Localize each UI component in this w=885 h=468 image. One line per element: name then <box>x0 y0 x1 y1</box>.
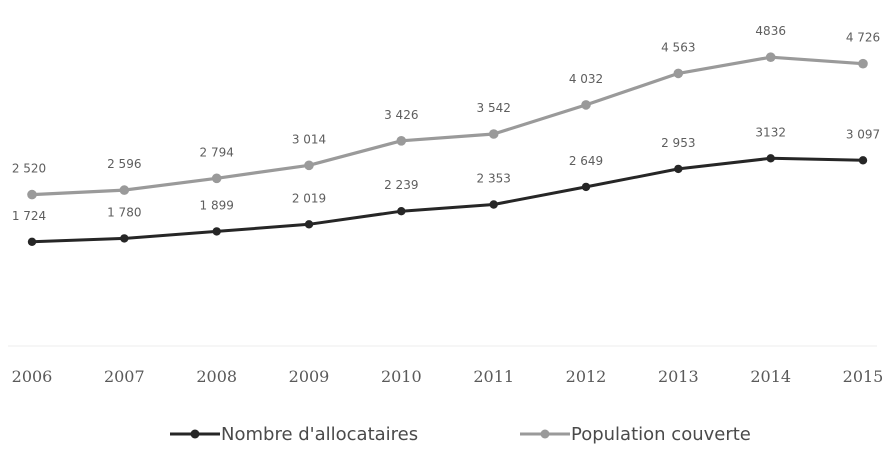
x-tick-label-2013: 2013 <box>658 367 699 386</box>
data-label-nombre-d-allocataires-2012: 2 649 <box>569 154 603 168</box>
data-label-population-couverte-2006: 2 520 <box>12 162 46 176</box>
data-point-population-couverte-2008 <box>211 173 222 184</box>
data-label-population-couverte-2010: 3 426 <box>384 108 418 122</box>
data-label-nombre-d-allocataires-2014: 3132 <box>755 125 786 139</box>
x-tick-labels: 2006 2007 2008 2009 2010 2011 2012 2013 2014 2015 <box>12 367 884 386</box>
data-point-population-couverte-2011 <box>488 129 499 139</box>
x-tick-label-2010: 2010 <box>381 367 422 386</box>
data-label-population-couverte-2007: 2 596 <box>107 157 141 171</box>
data-label-nombre-d-allocataires-2010: 2 239 <box>384 178 418 192</box>
data-point-nombre-d-allocataires-2015 <box>858 156 868 165</box>
x-tick-label-2011: 2011 <box>473 367 514 386</box>
data-point-nombre-d-allocataires-2007 <box>120 234 129 243</box>
legend: Nombre d'allocataires Population couverte <box>170 424 751 445</box>
data-point-population-couverte-2007 <box>119 185 130 195</box>
data-point-population-couverte-2015 <box>858 58 868 69</box>
x-tick-label-2012: 2012 <box>566 367 607 386</box>
series-line-population-couverte <box>30 55 865 197</box>
data-point-nombre-d-allocataires-2014 <box>766 154 775 163</box>
x-tick-label-2009: 2009 <box>289 367 330 386</box>
data-label-population-couverte-2014: 4836 <box>755 24 786 38</box>
legend-label-nombre-d-allocataires: Nombre d'allocataires <box>221 424 418 445</box>
data-point-population-couverte-2009 <box>304 160 314 171</box>
data-point-nombre-d-allocataires-2010 <box>397 207 406 216</box>
data-point-population-couverte-2013 <box>673 68 684 79</box>
x-tick-label-2014: 2014 <box>750 367 791 386</box>
data-label-nombre-d-allocataires-2007: 1 780 <box>107 205 141 219</box>
x-tick-label-2006: 2006 <box>12 367 53 386</box>
x-tick-label-2015: 2015 <box>843 367 884 386</box>
data-label-nombre-d-allocataires-2011: 2 353 <box>477 172 511 186</box>
data-point-nombre-d-allocataires-2006 <box>27 237 37 246</box>
series-lines <box>30 55 865 244</box>
data-label-population-couverte-2009: 3 014 <box>292 132 326 146</box>
legend-label-population-couverte: Population couverte <box>571 424 751 445</box>
data-point-nombre-d-allocataires-2012 <box>581 182 591 192</box>
data-label-nombre-d-allocataires-2015: 3 097 <box>846 127 880 141</box>
data-point-population-couverte-2006 <box>27 189 37 200</box>
series-points <box>27 52 868 246</box>
data-label-population-couverte-2011: 3 542 <box>477 101 511 115</box>
data-point-population-couverte-2012 <box>581 100 591 110</box>
data-label-nombre-d-allocataires-2008: 1 899 <box>200 198 234 212</box>
x-tick-label-2008: 2008 <box>196 367 237 386</box>
legend-item-nombre-d-allocataires: Nombre d'allocataires <box>170 424 418 445</box>
data-label-nombre-d-allocataires-2009: 2 019 <box>292 191 326 205</box>
data-point-nombre-d-allocataires-2009 <box>304 220 314 229</box>
data-labels: 1 724 1 780 1 899 2 019 2 239 2 353 2 649 2 953… <box>12 24 880 223</box>
data-label-population-couverte-2015: 4 726 <box>846 31 880 45</box>
data-point-population-couverte-2010 <box>396 136 407 146</box>
data-label-population-couverte-2012: 4 032 <box>569 72 603 86</box>
data-label-population-couverte-2008: 2 794 <box>200 145 234 159</box>
data-point-population-couverte-2014 <box>765 52 776 62</box>
legend-swatch-marker-nombre-d-allocataires <box>190 429 200 439</box>
data-label-nombre-d-allocataires-2006: 1 724 <box>12 209 46 223</box>
legend-swatch-marker-population-couverte <box>540 429 550 439</box>
data-point-nombre-d-allocataires-2011 <box>489 200 498 209</box>
legend-item-population-couverte: Population couverte <box>520 424 751 445</box>
data-label-nombre-d-allocataires-2013: 2 953 <box>661 136 695 150</box>
data-point-nombre-d-allocataires-2013 <box>674 164 683 174</box>
x-tick-label-2007: 2007 <box>104 367 145 386</box>
series-line-nombre-d-allocataires <box>30 156 865 244</box>
data-point-nombre-d-allocataires-2008 <box>212 227 221 236</box>
data-label-population-couverte-2013: 4 563 <box>661 40 695 54</box>
